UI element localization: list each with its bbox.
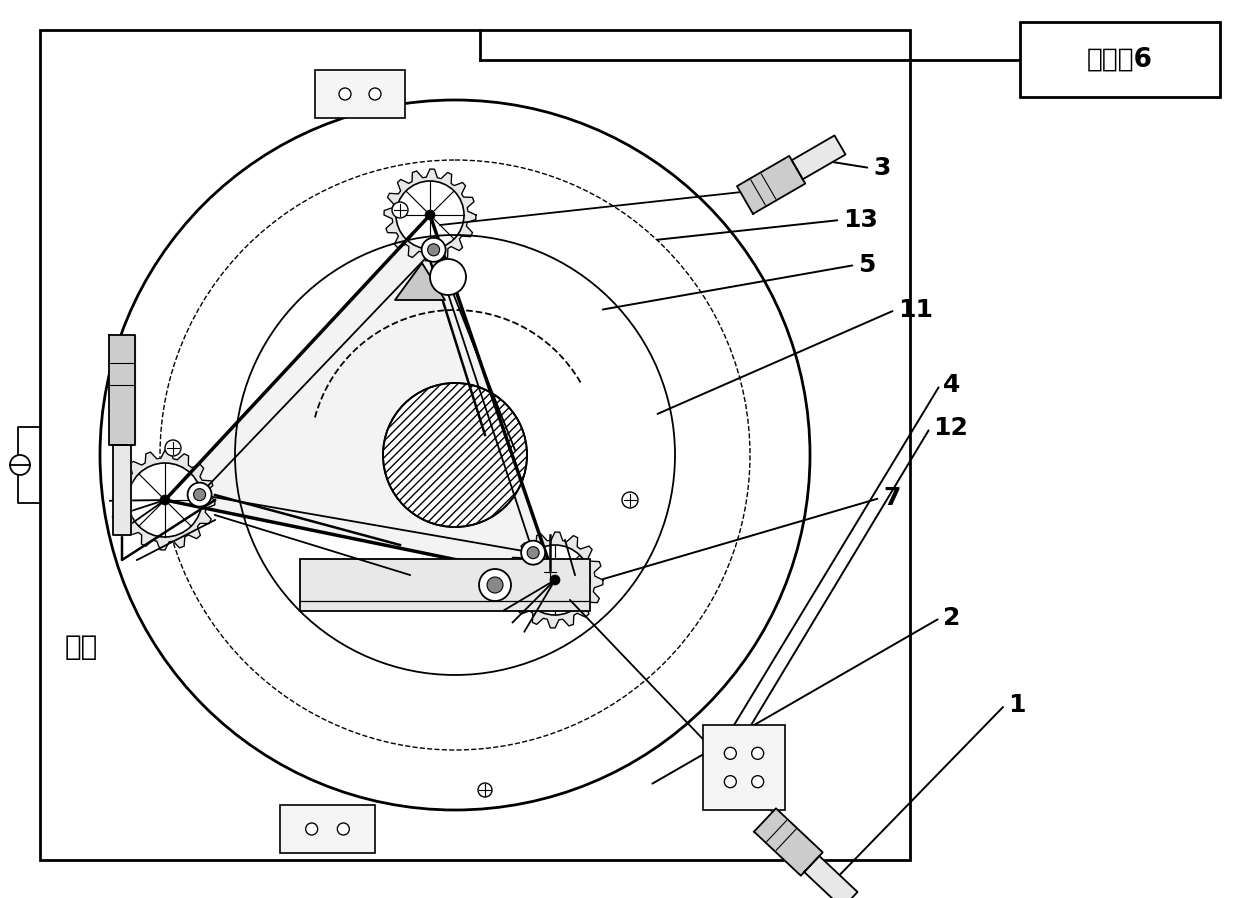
Bar	[280, 805, 374, 853]
Text: 2: 2	[942, 606, 960, 630]
Polygon shape	[113, 445, 131, 535]
Text: 7: 7	[883, 486, 900, 510]
Circle shape	[370, 88, 381, 100]
Circle shape	[160, 495, 170, 505]
Circle shape	[128, 463, 202, 537]
Circle shape	[479, 569, 511, 601]
Circle shape	[551, 575, 560, 585]
Circle shape	[187, 482, 212, 506]
Circle shape	[477, 783, 492, 797]
Circle shape	[392, 202, 408, 218]
Circle shape	[425, 210, 435, 220]
Circle shape	[487, 577, 503, 593]
Circle shape	[521, 541, 546, 565]
Circle shape	[751, 776, 764, 788]
Circle shape	[10, 455, 30, 475]
Polygon shape	[754, 808, 822, 876]
Text: 3: 3	[873, 156, 890, 180]
Polygon shape	[805, 856, 858, 898]
Circle shape	[724, 747, 737, 760]
Polygon shape	[791, 136, 846, 180]
Circle shape	[622, 492, 639, 508]
Circle shape	[520, 545, 590, 615]
Text: 13: 13	[843, 208, 878, 232]
Circle shape	[337, 823, 350, 835]
Circle shape	[428, 244, 440, 256]
Bar	[703, 725, 785, 810]
Circle shape	[339, 88, 351, 100]
Circle shape	[751, 747, 764, 760]
Circle shape	[724, 776, 737, 788]
Text: 钻具: 钻具	[64, 633, 98, 661]
Bar	[1021, 22, 1220, 97]
Circle shape	[165, 440, 181, 456]
Text: 11: 11	[898, 298, 932, 322]
Polygon shape	[396, 263, 445, 300]
Circle shape	[527, 547, 539, 559]
Text: 4: 4	[942, 373, 960, 397]
Circle shape	[383, 383, 527, 527]
Bar	[300, 559, 590, 611]
Polygon shape	[165, 215, 556, 580]
Circle shape	[542, 564, 558, 580]
Text: 计算机6: 计算机6	[1087, 47, 1153, 73]
Circle shape	[422, 238, 445, 262]
Text: 5: 5	[858, 253, 875, 277]
Circle shape	[193, 489, 206, 500]
Circle shape	[396, 181, 464, 249]
Circle shape	[306, 823, 317, 835]
Polygon shape	[109, 335, 135, 445]
Circle shape	[430, 259, 466, 295]
Text: 12: 12	[932, 416, 968, 440]
Bar	[315, 70, 405, 118]
Polygon shape	[737, 156, 805, 214]
Polygon shape	[115, 450, 215, 550]
Polygon shape	[507, 532, 603, 628]
Text: 1: 1	[1008, 693, 1025, 717]
Polygon shape	[384, 169, 476, 261]
Bar	[40, 30, 910, 860]
Circle shape	[100, 100, 810, 810]
